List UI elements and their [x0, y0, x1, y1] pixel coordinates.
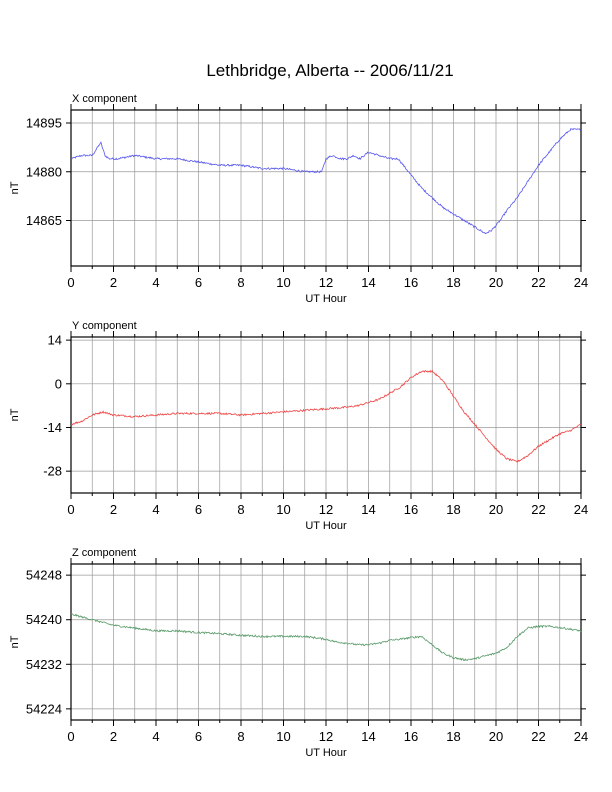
y-axis-title: nT [9, 408, 21, 421]
x-tick-label: 8 [237, 729, 244, 744]
x-tick-label: 4 [152, 729, 159, 744]
x-tick-label: 22 [531, 275, 545, 290]
series-line [70, 369, 582, 463]
x-tick-label: 22 [531, 502, 545, 517]
y-tick-label: 54240 [26, 612, 62, 627]
series-line [70, 613, 582, 662]
x-axis-title: UT Hour [305, 293, 347, 305]
x-tick-label: 14 [361, 275, 375, 290]
panel-title: Y component [72, 320, 137, 332]
x-tick-label: 24 [574, 729, 588, 744]
x-tick-label: 12 [319, 275, 333, 290]
y-tick-label: 54224 [26, 701, 62, 716]
x-tick-label: 18 [446, 729, 460, 744]
x-tick-label: 10 [276, 502, 290, 517]
y-tick-label: -14 [43, 420, 62, 435]
x-tick-label: 16 [404, 275, 418, 290]
series-line [70, 127, 581, 235]
y-tick-label: 54232 [26, 657, 62, 672]
x-tick-label: 16 [404, 729, 418, 744]
x-tick-label: 6 [195, 502, 202, 517]
panel-3: 0 2 4 6 8 10 12 14 16 18 20 22 245422454232542405424… [9, 547, 588, 759]
x-tick-label: 14 [361, 502, 375, 517]
x-tick-label: 24 [574, 275, 588, 290]
y-tick-label: 14880 [26, 164, 62, 179]
y-tick-label: 0 [55, 376, 62, 391]
x-tick-label: 0 [67, 275, 74, 290]
x-tick-label: 20 [489, 729, 503, 744]
x-tick-label: 8 [237, 502, 244, 517]
panel-title: X component [72, 93, 137, 105]
y-tick-label: 14 [48, 333, 62, 348]
x-tick-label: 0 [67, 502, 74, 517]
y-axis-title: nT [9, 635, 21, 648]
y-tick-label: 14865 [26, 213, 62, 228]
x-axis-title: UT Hour [305, 747, 347, 759]
y-tick-label: -28 [43, 464, 62, 479]
x-tick-label: 20 [489, 502, 503, 517]
x-tick-label: 4 [152, 502, 159, 517]
x-tick-label: 8 [237, 275, 244, 290]
x-tick-label: 18 [446, 502, 460, 517]
x-axis-title: UT Hour [305, 520, 347, 532]
x-tick-label: 12 [319, 502, 333, 517]
y-tick-label: 14895 [26, 116, 62, 131]
x-tick-label: 6 [195, 729, 202, 744]
x-tick-label: 20 [489, 275, 503, 290]
x-tick-label: 16 [404, 502, 418, 517]
x-tick-label: 2 [110, 275, 117, 290]
x-tick-label: 22 [531, 729, 545, 744]
y-tick-label: 54248 [26, 568, 62, 583]
chart-title: Lethbridge, Alberta -- 2006/11/21 [206, 61, 453, 80]
x-tick-label: 0 [67, 729, 74, 744]
panel-title: Z component [72, 547, 136, 559]
x-tick-label: 10 [276, 729, 290, 744]
x-tick-label: 14 [361, 729, 375, 744]
y-axis-title: nT [9, 181, 21, 194]
x-tick-label: 10 [276, 275, 290, 290]
x-tick-label: 24 [574, 502, 588, 517]
x-tick-label: 2 [110, 502, 117, 517]
x-tick-label: 6 [195, 275, 202, 290]
x-tick-label: 12 [319, 729, 333, 744]
x-tick-label: 18 [446, 275, 460, 290]
x-tick-label: 4 [152, 275, 159, 290]
x-tick-label: 2 [110, 729, 117, 744]
